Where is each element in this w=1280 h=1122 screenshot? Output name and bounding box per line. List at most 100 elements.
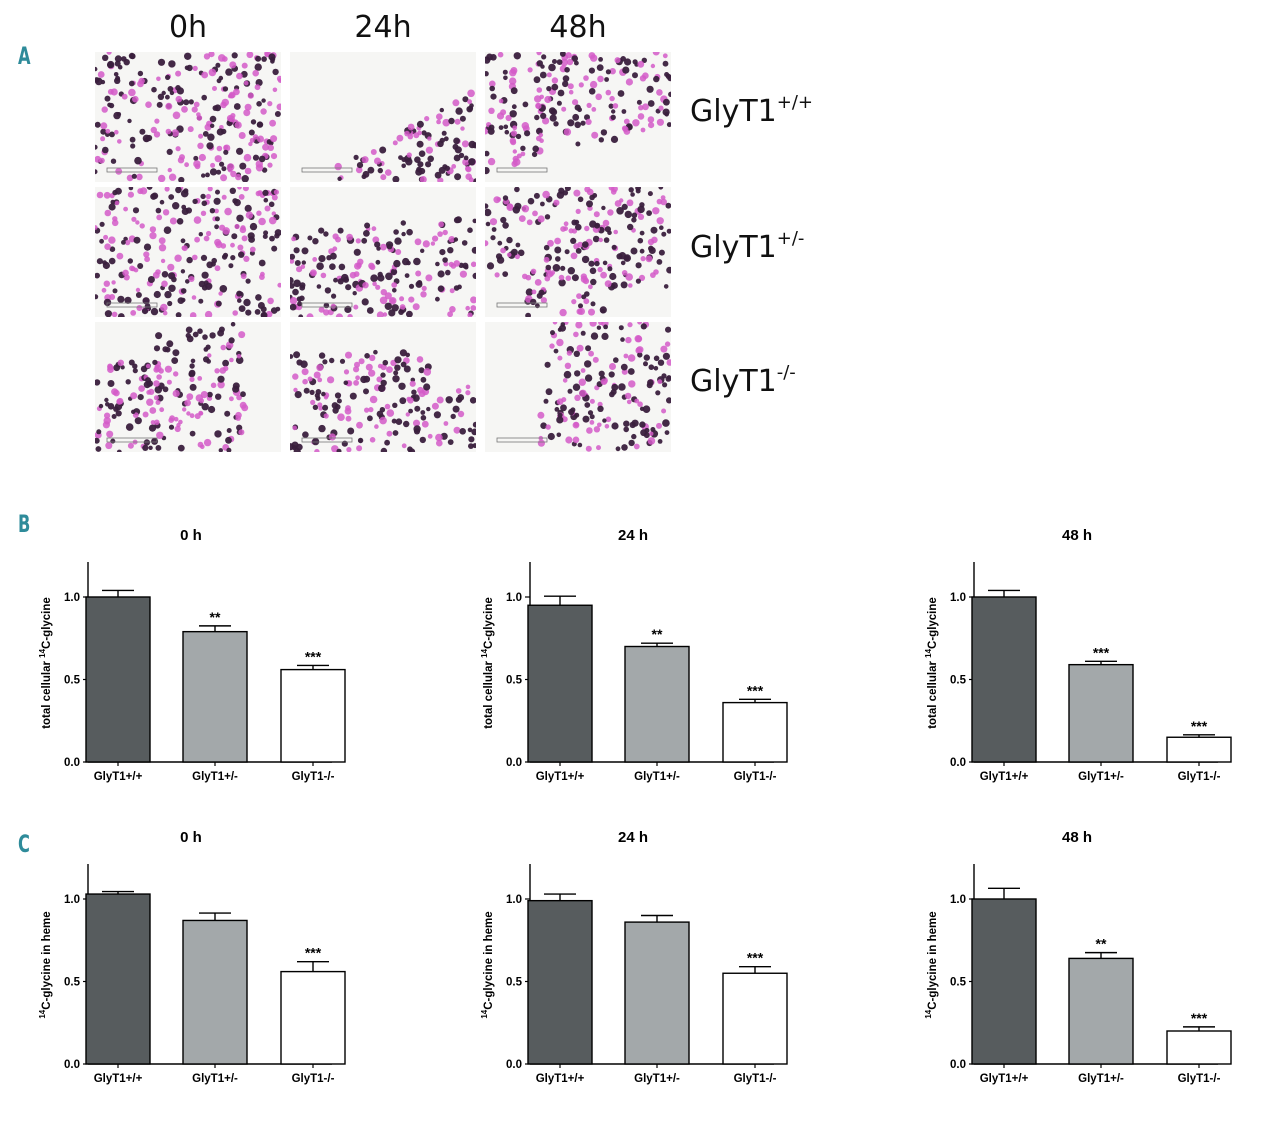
time-header-0h: 0h (168, 10, 208, 45)
micrograph-het-24h (290, 187, 476, 317)
time-header-24h: 24h (354, 10, 412, 45)
micrograph-image (95, 52, 281, 182)
x-tick-label: GlyT1+/+ (980, 771, 1029, 783)
y-tick-label: 0.5 (950, 675, 967, 687)
micrograph-image (290, 187, 476, 317)
significance-marker: *** (1191, 718, 1208, 734)
y-tick-label: 0.5 (506, 675, 523, 687)
x-tick-label: GlyT1+/+ (536, 1073, 585, 1085)
chart-title: 0 h (180, 829, 202, 846)
x-tick-label: GlyT1+/- (192, 1073, 238, 1085)
bar-GlyT1-/- (1166, 1030, 1232, 1065)
y-tick-label: 0.0 (64, 757, 80, 769)
chart-title: 48 h (1062, 829, 1092, 846)
significance-marker: *** (305, 648, 322, 664)
bar-GlyT1+/+ (527, 899, 593, 1065)
chart-title: 0 h (180, 527, 202, 544)
x-tick-label: GlyT1+/- (1078, 1073, 1124, 1085)
chart-b-48h: 48 h total cellular 14C-glycine 0.0 0.5 1.0 G… (906, 520, 1236, 820)
chart-c-24h: 24 h 14C-glycine in heme 0.0 0.5 1.0 GlyT1+/+… (462, 822, 792, 1122)
x-tick-label: GlyT1-/- (1178, 771, 1221, 783)
significance-marker: ** (210, 609, 221, 625)
micrograph-ko-48h (485, 322, 671, 452)
y-tick-label: 0.5 (950, 977, 967, 989)
x-tick-label: GlyT1+/+ (94, 1073, 143, 1085)
micrograph-image (95, 322, 281, 452)
bar-GlyT1+/+ (85, 596, 151, 763)
micrograph-image (485, 322, 671, 452)
micrograph-image (290, 52, 476, 182)
micrograph-ko-24h (290, 322, 476, 452)
significance-marker: *** (747, 950, 764, 966)
y-tick-label: 1.0 (64, 592, 80, 604)
micrograph-image (290, 322, 476, 452)
genotype-label-het: GlyT1+/- (690, 228, 805, 265)
y-tick-label: 0.0 (64, 1059, 80, 1071)
bar-GlyT1-/- (722, 701, 788, 763)
bar-GlyT1+/- (624, 645, 690, 763)
bar-GlyT1-/- (280, 970, 346, 1065)
significance-marker: ** (652, 626, 663, 642)
bar-GlyT1+/+ (85, 893, 151, 1065)
bar-GlyT1-/- (1166, 736, 1232, 763)
chart-c-48h: 48 h 14C-glycine in heme 0.0 0.5 1.0 GlyT1+/+… (906, 822, 1236, 1122)
x-tick-label: GlyT1-/- (734, 1073, 777, 1085)
y-tick-label: 0.5 (64, 675, 81, 687)
y-axis-label: 14C-glycine in heme (924, 911, 939, 1018)
bar-GlyT1+/- (624, 921, 690, 1065)
bar-GlyT1+/- (1068, 957, 1134, 1065)
x-tick-label: GlyT1+/- (634, 771, 680, 783)
y-axis-label: total cellular 14C-glycine (480, 597, 495, 729)
bar-GlyT1+/- (1068, 663, 1134, 763)
significance-marker: *** (747, 682, 764, 698)
chart-b-24h: 24 h total cellular 14C-glycine 0.0 0.5 1.0 G… (462, 520, 792, 820)
y-tick-label: 0.5 (506, 977, 523, 989)
x-tick-label: GlyT1+/- (192, 771, 238, 783)
bar-GlyT1+/+ (971, 898, 1037, 1065)
micrograph-image (485, 187, 671, 317)
x-tick-label: GlyT1+/- (634, 1073, 680, 1085)
bar-GlyT1-/- (722, 972, 788, 1065)
significance-marker: *** (1093, 644, 1110, 660)
chart-title: 24 h (618, 527, 648, 544)
bar-GlyT1+/- (182, 630, 248, 763)
x-tick-label: GlyT1-/- (292, 771, 335, 783)
bar-GlyT1+/+ (971, 596, 1037, 763)
significance-marker: *** (305, 945, 322, 961)
micrograph-het-0h (95, 187, 281, 317)
panel-letter-b: B (18, 510, 31, 538)
chart-title: 24 h (618, 829, 648, 846)
genotype-label-wt: GlyT1+/+ (690, 92, 813, 129)
y-tick-label: 0.0 (506, 1059, 522, 1071)
y-tick-label: 1.0 (950, 894, 966, 906)
y-tick-label: 1.0 (506, 894, 522, 906)
panel-letter-a: A (18, 42, 31, 70)
chart-b-0h: 0 h total cellular 14C-glycine 0.0 0.5 1.0 Gl… (20, 520, 350, 820)
y-axis-label: total cellular 14C-glycine (38, 597, 53, 729)
bar-GlyT1+/+ (527, 604, 593, 763)
micrograph-wt-24h (290, 52, 476, 182)
x-tick-label: GlyT1+/+ (980, 1073, 1029, 1085)
significance-marker: ** (1096, 936, 1107, 952)
genotype-label-ko: GlyT1-/- (690, 362, 796, 399)
chart-title: 48 h (1062, 527, 1092, 544)
micrograph-ko-0h (95, 322, 281, 452)
bar-GlyT1+/- (182, 919, 248, 1065)
micrograph-image (95, 187, 281, 317)
x-tick-label: GlyT1-/- (1178, 1073, 1221, 1085)
y-tick-label: 0.0 (950, 757, 966, 769)
micrograph-het-48h (485, 187, 671, 317)
x-tick-label: GlyT1-/- (292, 1073, 335, 1085)
bar-GlyT1-/- (280, 668, 346, 763)
x-tick-label: GlyT1+/- (1078, 771, 1124, 783)
panel-letter-c: C (18, 830, 30, 858)
y-tick-label: 1.0 (506, 592, 522, 604)
x-tick-label: GlyT1+/+ (94, 771, 143, 783)
time-header-48h: 48h (549, 10, 607, 45)
micrograph-image (485, 52, 671, 182)
y-tick-label: 0.0 (950, 1059, 966, 1071)
significance-marker: *** (1191, 1010, 1208, 1026)
micrograph-wt-48h (485, 52, 671, 182)
x-tick-label: GlyT1+/+ (536, 771, 585, 783)
y-axis-label: 14C-glycine in heme (38, 911, 53, 1018)
